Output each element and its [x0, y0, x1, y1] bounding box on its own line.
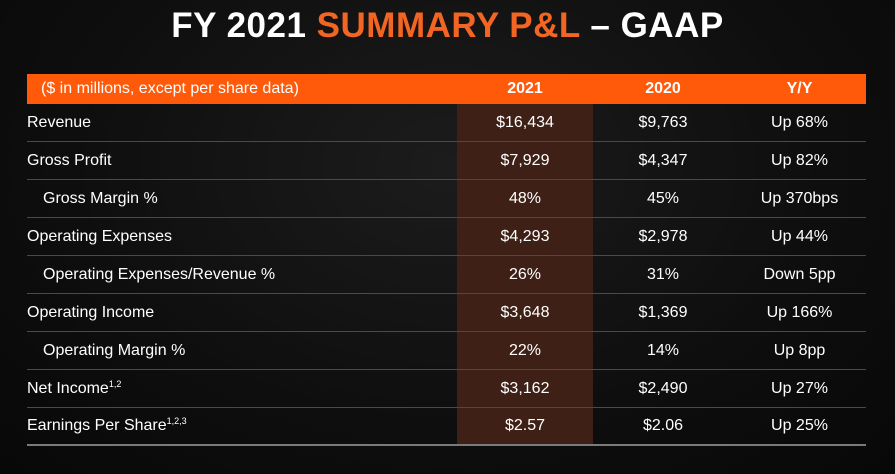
pl-table: ($ in millions, except per share data) 2… [27, 74, 866, 446]
highlight-column-2021 [457, 104, 593, 445]
table-row: Operating Margin % 22% 14% Up 8pp [27, 332, 866, 370]
value-2021: 48% [508, 189, 542, 207]
row-label: Operating Expenses/Revenue % [43, 265, 276, 283]
row-label: Gross Profit [27, 151, 112, 169]
value-2021: $3,648 [500, 303, 550, 321]
row-label: Operating Income [27, 303, 155, 321]
value-yy: Up 8pp [773, 341, 826, 359]
title-part-3: – GAAP [580, 6, 724, 45]
title-part-2: SUMMARY P&L [316, 6, 581, 45]
row-label: Gross Margin % [43, 189, 158, 207]
value-2021: 22% [508, 341, 542, 359]
value-yy: Down 5pp [763, 265, 836, 283]
value-2021: $3,162 [500, 379, 550, 397]
table-row: Revenue $16,434 $9,763 Up 68% [27, 104, 866, 142]
row-label: Earnings Per Share [27, 417, 167, 434]
table-header-row: ($ in millions, except per share data) 2… [27, 74, 866, 104]
value-yy: Up 25% [771, 417, 828, 434]
row-label: Revenue [27, 113, 92, 131]
value-2020: 45% [646, 189, 680, 207]
value-2020: 31% [646, 265, 680, 283]
header-label: ($ in millions, except per share data) [41, 80, 299, 97]
value-yy: Up 68% [771, 113, 828, 131]
header-2021: 2021 [507, 80, 543, 97]
row-label: Operating Expenses [27, 227, 172, 245]
header-2020: 2020 [645, 80, 681, 97]
value-2020: $2,490 [638, 379, 688, 397]
value-yy: Up 82% [771, 151, 828, 169]
value-2021: 26% [508, 265, 542, 283]
footnote-ref: 1,2,3 [166, 416, 187, 426]
table-row: Earnings Per Share1,2,3 $2.57 $2.06 Up 2… [27, 408, 866, 446]
table-row: Net Income1,2 $3,162 $2,490 Up 27% [27, 370, 866, 408]
row-label: Net Income [27, 379, 109, 397]
table-row: Gross Margin % 48% 45% Up 370bps [27, 180, 866, 218]
value-2020: $1,369 [638, 303, 688, 321]
value-2021: $7,929 [500, 151, 550, 169]
value-yy: Up 166% [766, 303, 833, 321]
footnote-ref: 1,2 [108, 378, 122, 389]
value-2021: $16,434 [496, 113, 554, 131]
row-label: Operating Margin % [43, 341, 186, 359]
title-part-1: FY 2021 [171, 6, 317, 45]
value-yy: Up 44% [771, 227, 828, 245]
value-2020: $4,347 [638, 151, 688, 169]
value-yy: Up 27% [771, 379, 828, 397]
value-2021: $4,293 [500, 227, 550, 245]
table-row: Gross Profit $7,929 $4,347 Up 82% [27, 142, 866, 180]
header-yy: Y/Y [786, 80, 813, 97]
table-row: Operating Expenses/Revenue % 26% 31% Dow… [27, 256, 866, 294]
value-2020: $9,763 [638, 113, 688, 131]
value-2020: $2,978 [638, 227, 688, 245]
slide-title: FY 2021 SUMMARY P&L – GAAP [0, 6, 895, 46]
table-row: Operating Expenses $4,293 $2,978 Up 44% [27, 218, 866, 256]
value-yy: Up 370bps [760, 189, 839, 207]
value-2020: 14% [646, 341, 680, 359]
table-row: Operating Income $3,648 $1,369 Up 166% [27, 294, 866, 332]
value-2020: $2.06 [642, 417, 684, 434]
value-2021: $2.57 [504, 417, 546, 434]
